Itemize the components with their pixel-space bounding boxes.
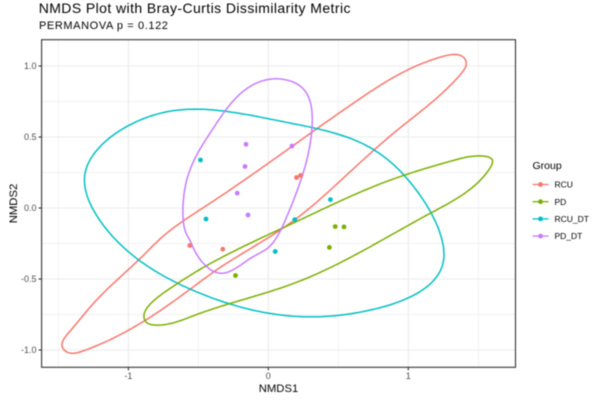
- svg-text:NMDS Plot with Bray-Curtis Dis: NMDS Plot with Bray-Curtis Dissimilarity…: [39, 0, 351, 16]
- svg-text:PD_DT: PD_DT: [555, 231, 583, 241]
- svg-text:-1.0: -1.0: [21, 345, 37, 355]
- svg-text:PD: PD: [555, 197, 567, 207]
- svg-text:-0.5: -0.5: [21, 274, 37, 284]
- svg-text:RCU: RCU: [555, 180, 573, 190]
- svg-text:-1: -1: [124, 371, 132, 381]
- svg-text:0.5: 0.5: [24, 132, 37, 142]
- svg-text:1: 1: [406, 371, 411, 381]
- svg-text:1.0: 1.0: [24, 61, 37, 71]
- svg-text:Group: Group: [533, 160, 562, 172]
- svg-text:0: 0: [266, 371, 271, 381]
- svg-text:0.0: 0.0: [24, 203, 37, 213]
- svg-text:NMDS1: NMDS1: [259, 383, 299, 395]
- svg-text:PERMANOVA p = 0.122: PERMANOVA p = 0.122: [39, 20, 169, 32]
- svg-text:RCU_DT: RCU_DT: [555, 214, 589, 224]
- svg-text:NMDS2: NMDS2: [8, 184, 20, 224]
